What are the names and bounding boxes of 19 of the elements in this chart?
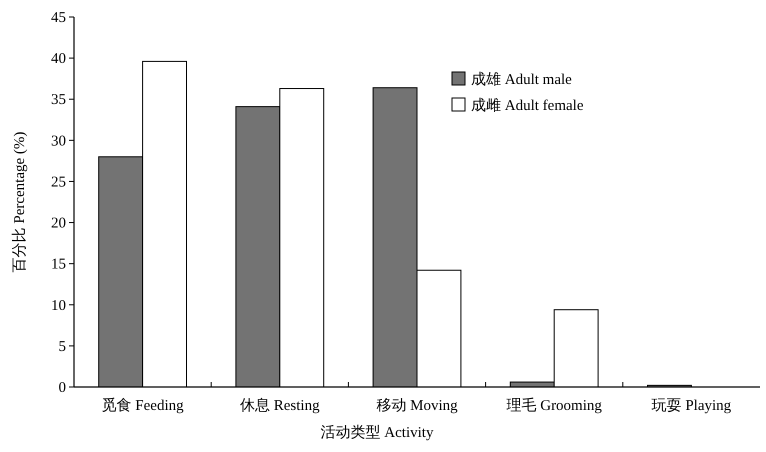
- y-axis-title: 百分比 Percentage (%): [11, 132, 28, 272]
- x-axis-title: 活动类型 Activity: [320, 424, 434, 441]
- y-tick-label: 0: [58, 380, 66, 396]
- y-tick-label: 25: [51, 174, 66, 190]
- y-tick-label: 20: [51, 216, 66, 232]
- y-tick-label: 10: [51, 298, 66, 314]
- x-tick-label: 理毛 Grooming: [506, 397, 602, 414]
- legend-label: 成雄 Adult male: [471, 71, 572, 88]
- x-tick-label: 玩耍 Playing: [652, 398, 732, 414]
- x-tick-label: 休息 Resting: [240, 397, 320, 414]
- legend-label: 成雌 Adult female: [471, 97, 584, 114]
- y-tick-label: 35: [51, 92, 66, 108]
- y-tick-label: 15: [51, 256, 66, 273]
- y-tick-label: 45: [51, 10, 66, 26]
- x-tick-label: 移动 Moving: [376, 397, 458, 414]
- y-tick-label: 40: [51, 51, 66, 68]
- y-tick-label: 5: [58, 338, 66, 355]
- x-tick-label: 觅食 Feeding: [102, 397, 184, 414]
- y-tick-label: 30: [51, 133, 66, 150]
